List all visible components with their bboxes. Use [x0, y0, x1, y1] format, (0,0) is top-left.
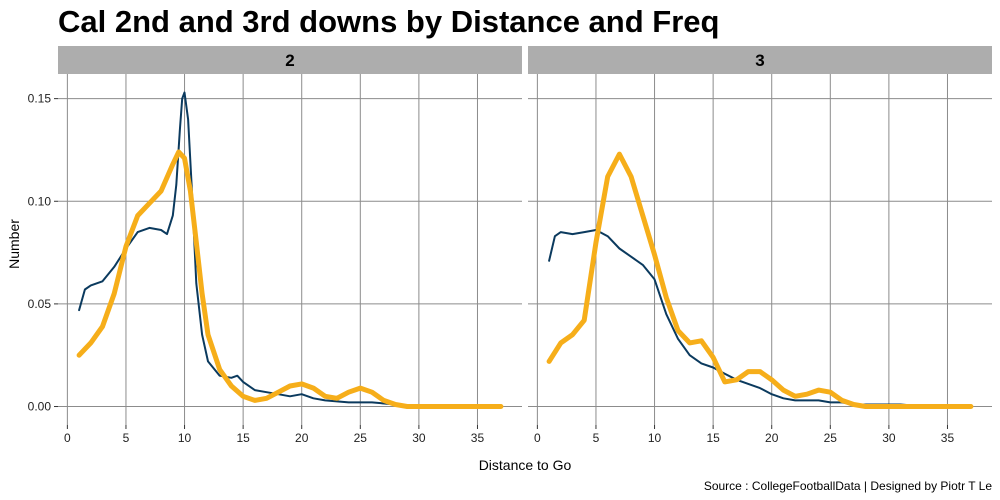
y-tick-label: 0.10	[28, 194, 52, 208]
y-tick-label: 0.00	[28, 400, 52, 414]
density-line-series-2	[546, 151, 974, 409]
x-tick-label: 10	[648, 431, 662, 445]
facet-strip-label: 3	[755, 51, 764, 70]
x-tick-label: 35	[471, 431, 485, 445]
facet-strip-label: 2	[285, 51, 294, 70]
source-caption: Source : CollegeFootballData | Designed …	[703, 479, 992, 493]
x-axis-title: Distance to Go	[479, 457, 572, 473]
density-line-series-1	[548, 229, 972, 408]
facet-strip	[58, 46, 522, 74]
y-tick-label: 0.15	[28, 92, 52, 106]
x-tick-label: 10	[178, 431, 192, 445]
facet-panel-down-3: 30 5 10 15 20 25 30 35	[528, 46, 992, 445]
facet-strip	[528, 46, 992, 74]
chart-title: Cal 2nd and 3rd downs by Distance and Fr…	[58, 4, 720, 39]
facet-panel-down-2: 20 5 10 15 20 25 30 35	[58, 46, 522, 445]
x-tick-label: 20	[765, 431, 779, 445]
x-tick-label: 0	[534, 431, 541, 445]
x-tick-label: 25	[354, 431, 368, 445]
x-tick-label: 15	[706, 431, 720, 445]
x-tick-label: 20	[295, 431, 309, 445]
density-line-series-1	[78, 91, 502, 408]
x-tick-label: 0	[64, 431, 71, 445]
y-axis: 0.00 0.05 0.10 0.15	[28, 92, 58, 414]
y-tick-label: 0.05	[28, 297, 52, 311]
x-tick-label: 35	[941, 431, 955, 445]
y-axis-title: Number	[6, 219, 22, 269]
x-tick-label: 30	[882, 431, 896, 445]
x-tick-label: 30	[412, 431, 426, 445]
density-line-series-2	[76, 149, 504, 409]
x-tick-label: 15	[236, 431, 250, 445]
x-tick-label: 25	[824, 431, 838, 445]
x-tick-label: 5	[593, 431, 600, 445]
x-tick-label: 5	[123, 431, 130, 445]
